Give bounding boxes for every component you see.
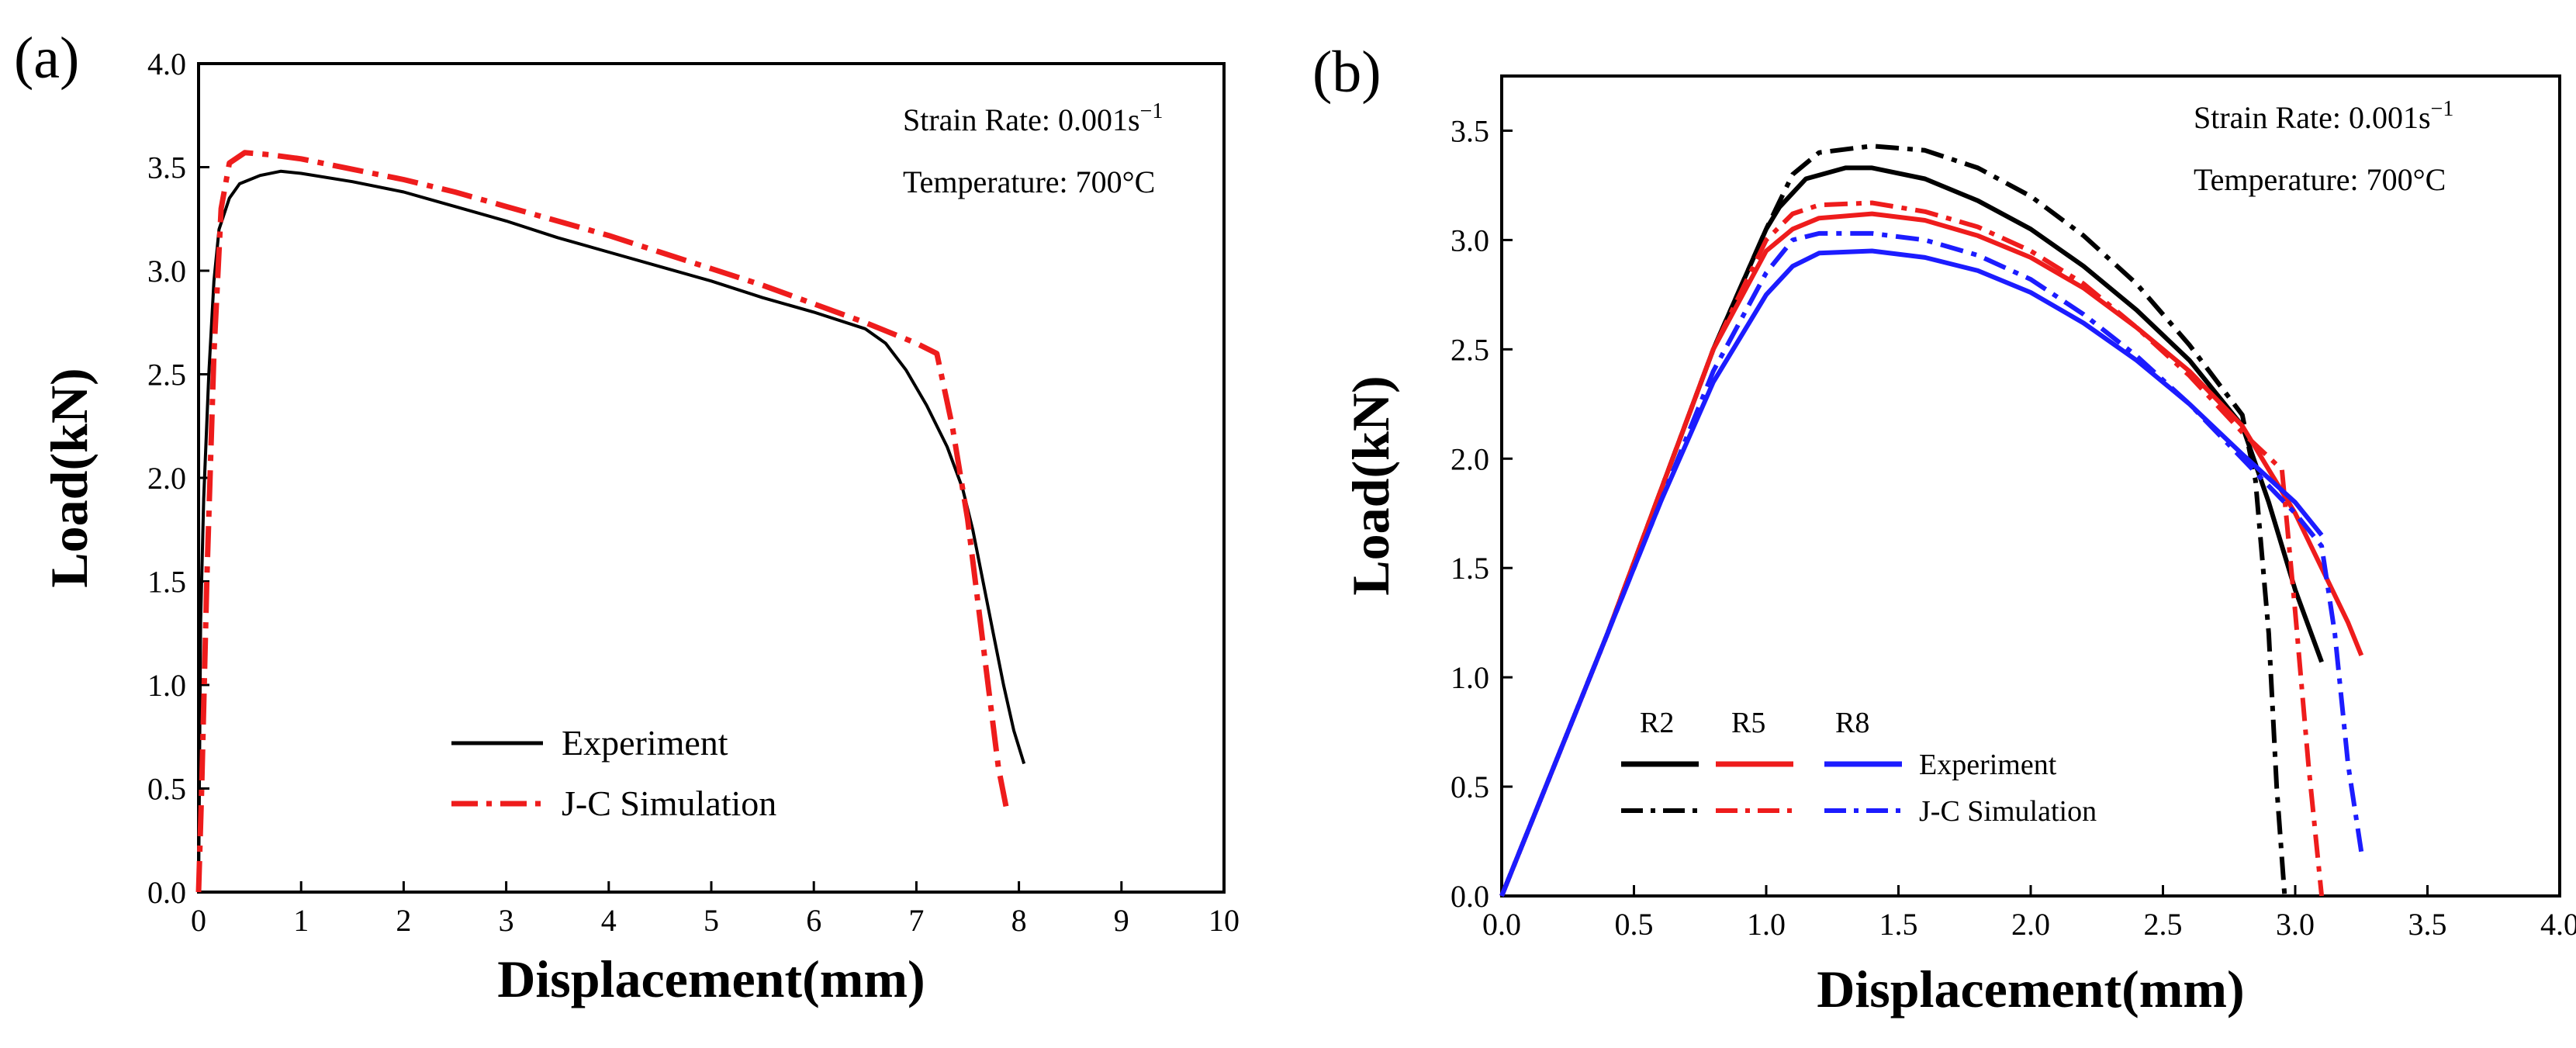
axis-ticks-b: 0.0 0.5 1.0 1.5 2.0 2.5 3.0 3.5 4.0 0.0 0.5 1.0 1.5 2… — [1451, 113, 2576, 942]
y-tick-label: 3.5 — [147, 150, 186, 185]
x-tick-label: 1.5 — [1879, 907, 1918, 942]
y-tick-label: 1.0 — [1451, 660, 1489, 695]
x-tick-label: 1.0 — [1747, 907, 1786, 942]
strain-rate-annotation-a: Strain Rate: 0.001s−1 — [903, 99, 1163, 137]
y-tick-label: 4.0 — [147, 47, 186, 81]
y-tick-label: 3.0 — [1451, 223, 1489, 258]
axis-ticks-a: 0 1 2 3 4 5 6 7 8 9 10 0.0 0.5 1.0 1.5 2.0 2.5 3.0 3.5 4.0 — [147, 47, 1240, 938]
temperature-annotation-b: Temperature: 700°C — [2194, 162, 2446, 197]
x-tick-label: 7 — [908, 903, 924, 938]
x-tick-label: 2.0 — [2011, 907, 2050, 942]
y-tick-label: 3.0 — [147, 254, 186, 289]
y-tick-label: 0.0 — [147, 875, 186, 910]
series-line-r8-j-c-simulation-b — [1499, 230, 2364, 898]
x-tick-label: 4 — [601, 903, 617, 938]
x-tick-label: 4.0 — [2540, 907, 2576, 942]
y-axis-label-a: Load(kN) — [40, 368, 99, 587]
series-line-r5-experiment-b — [1499, 211, 2364, 898]
legend-label-simulation-a: J-C Simulation — [562, 783, 776, 823]
x-tick-label: 1 — [293, 903, 309, 938]
legend-group-label-r8: R8 — [1835, 707, 1869, 739]
panel-label-a: (a) — [14, 26, 79, 91]
legend-a: Experiment J-C Simulation — [451, 723, 776, 823]
x-tick-label: 6 — [806, 903, 821, 938]
y-tick-label: 3.5 — [1451, 113, 1489, 148]
series-line-j-c-simulation-a — [195, 150, 1010, 893]
y-tick-label: 2.5 — [147, 358, 186, 393]
x-tick-label: 0 — [191, 903, 206, 938]
series-line-r8-experiment-b — [1499, 248, 2324, 898]
y-tick-label: 0.5 — [147, 772, 186, 807]
y-axis-label-b: Load(kN) — [1341, 375, 1400, 595]
series-line-r2-j-c-simulation-b — [1499, 144, 2287, 898]
x-axis-label-b: Displacement(mm) — [1817, 960, 2244, 1019]
legend-label-simulation-b: J-C Simulation — [1919, 795, 2097, 828]
y-tick-label: 2.0 — [147, 461, 186, 496]
strain-rate-annotation-b: Strain Rate: 0.001s−1 — [2194, 97, 2453, 135]
y-tick-label: 1.5 — [1451, 551, 1489, 586]
y-tick-label: 0.0 — [1451, 879, 1489, 914]
series-group-a — [195, 150, 1026, 893]
x-axis-label-a: Displacement(mm) — [497, 949, 925, 1008]
panel-label-b: (b) — [1312, 40, 1381, 105]
y-tick-label: 2.0 — [1451, 441, 1489, 476]
y-tick-label: 2.5 — [1451, 332, 1489, 367]
x-tick-label: 2 — [396, 903, 411, 938]
x-tick-label: 2.5 — [2144, 907, 2183, 942]
x-tick-label: 3.0 — [2276, 907, 2315, 942]
x-tick-label: 0.0 — [1482, 907, 1521, 942]
x-tick-label: 10 — [1208, 903, 1240, 938]
series-line-r5-j-c-simulation-b — [1499, 200, 2325, 898]
series-line-r2-experiment-b — [1499, 165, 2324, 898]
y-tick-label: 1.0 — [147, 668, 186, 703]
x-tick-label: 8 — [1011, 903, 1027, 938]
x-tick-label: 3.5 — [2408, 907, 2447, 942]
chart-panel-b: (b) 0.0 0.5 1.0 1.5 2.0 2.5 3.0 3.5 4.0 0.0 0.5 1.0… — [1312, 40, 2576, 1019]
x-tick-label: 3 — [499, 903, 514, 938]
x-tick-label: 0.5 — [1615, 907, 1654, 942]
chart-panel-a: (a) 0 1 2 3 4 5 6 7 8 9 10 0.0 0.5 1.0 1.5 2.0 2.5 3.0 3.5… — [14, 26, 1240, 1008]
series-group-b — [1499, 144, 2364, 898]
x-tick-label: 9 — [1114, 903, 1129, 938]
legend-group-label-r5: R5 — [1731, 707, 1765, 739]
x-tick-label: 5 — [704, 903, 719, 938]
y-tick-label: 1.5 — [147, 565, 186, 600]
temperature-annotation-a: Temperature: 700°C — [903, 164, 1155, 199]
legend-label-experiment-b: Experiment — [1919, 749, 2057, 781]
legend-group-label-r2: R2 — [1640, 707, 1674, 739]
legend-label-experiment-a: Experiment — [562, 723, 728, 763]
y-tick-label: 0.5 — [1451, 770, 1489, 804]
legend-b: R2 R5 R8 Experiment J-C Simulation — [1621, 707, 2097, 828]
